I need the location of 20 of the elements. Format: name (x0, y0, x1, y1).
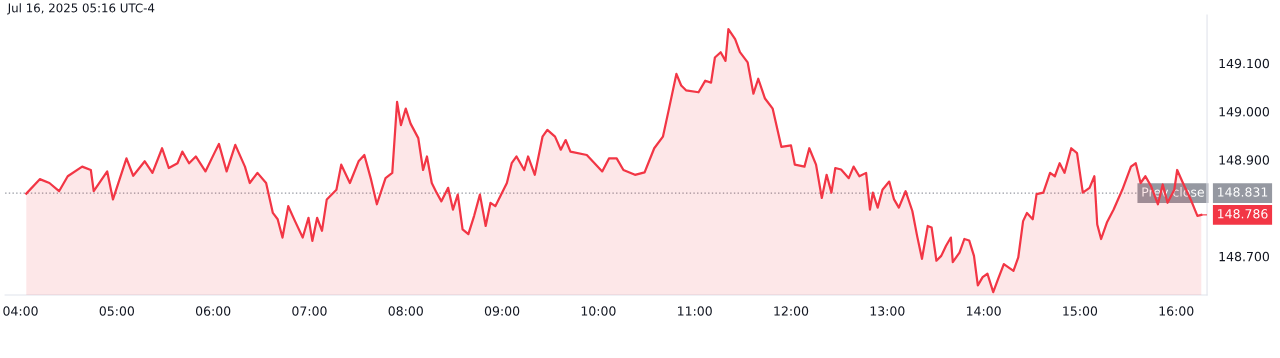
x-tick-label: 07:00 (292, 306, 327, 316)
annotation: 148.786 (1218, 209, 1268, 219)
x-tick-label: 13:00 (870, 306, 905, 316)
x-tick-label: 04:00 (3, 306, 38, 316)
y-tick-label: 149.000 (1219, 107, 1270, 117)
x-tick-label: 15:00 (1063, 306, 1098, 316)
x-tick-label: 05:00 (99, 306, 135, 316)
y-tick-label: 148.700 (1219, 251, 1270, 262)
text: 148.831 (1218, 187, 1268, 197)
x-tick-label: 10:00 (581, 306, 616, 316)
x-tick-label: 14:00 (966, 306, 1001, 316)
x-tick-label: 11:00 (678, 306, 712, 316)
x-tick-label: 12:00 (774, 306, 809, 316)
y-tick-label: 149.100 (1219, 58, 1270, 69)
x-tick-label: 06:00 (195, 306, 231, 316)
x-tick-label: 16:00 (1159, 306, 1194, 316)
x-tick-label: 08:00 (388, 306, 423, 316)
text: Jul 16, 2025 05:16 UTC-4 (7, 3, 155, 15)
x-tick-label: 09:00 (484, 306, 520, 316)
y-tick-label: 148.900 (1219, 155, 1270, 165)
